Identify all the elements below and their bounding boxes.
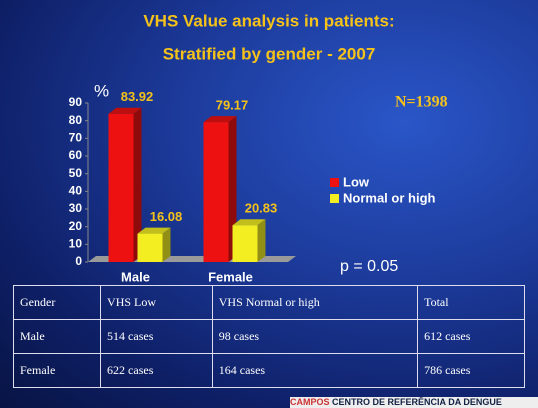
annotation: p = 0.05 [340, 258, 398, 275]
annotation: N=1398 [395, 94, 448, 111]
data-label: 83.92 [121, 89, 154, 104]
chart: VHS Value analysis in patients: Stratifi… [69, 11, 448, 284]
legend-label: Low [343, 174, 370, 189]
table-cell: 786 cases [417, 353, 525, 388]
table-cell: 622 cases [100, 353, 213, 388]
data-label: 79.17 [216, 98, 249, 113]
y-tick-label: 80 [69, 113, 83, 127]
table-cell: VHS Normal or high [211, 285, 419, 320]
table-cell: Total [417, 285, 525, 320]
legend-label: Normal or high [343, 190, 436, 205]
table-row: Gender VHS Low VHS Normal or high Total [12, 285, 525, 320]
table-cell: VHS Low [100, 285, 213, 320]
bar-top [232, 219, 266, 226]
y-tick-label: 40 [69, 184, 83, 198]
bar-side [133, 107, 142, 262]
y-axis-label: % [94, 81, 109, 100]
bar-side [162, 227, 171, 262]
table-row: Female 622 cases 164 cases 786 cases [12, 353, 525, 388]
footer-brand: CAMPOS [290, 397, 330, 407]
bar [203, 122, 229, 263]
table-cell: 612 cases [417, 319, 525, 354]
x-tick-label: Female [208, 269, 253, 284]
data-label: 16.08 [150, 209, 183, 224]
y-tick-label: 70 [69, 131, 83, 145]
footer-text: CENTRO DE REFERÊNCIA DA DENGUE [332, 397, 502, 407]
y-tick-label: 90 [69, 95, 83, 109]
table-cell: Female [12, 353, 102, 388]
table-cell: 164 cases [211, 353, 419, 388]
table-cell: 514 cases [100, 319, 213, 354]
y-tick-label: 0 [75, 254, 82, 268]
bar-side [257, 219, 266, 262]
x-tick-label: Male [121, 269, 150, 284]
table-row: Male 514 cases 98 cases 612 cases [12, 319, 525, 354]
table-cell: Male [12, 319, 102, 354]
bar [108, 113, 134, 262]
data-table: Gender VHS Low VHS Normal or high Total Male… [12, 285, 525, 388]
y-tick-label: 10 [69, 237, 83, 251]
legend-swatch [330, 194, 339, 203]
table-cell: 98 cases [211, 319, 419, 354]
bar [232, 225, 258, 262]
data-label: 20.83 [245, 201, 278, 216]
bar-top [137, 227, 171, 234]
bar-top [203, 116, 237, 123]
y-tick-label: 30 [69, 201, 83, 215]
bar [137, 233, 163, 262]
y-tick-label: 50 [69, 166, 83, 180]
legend-swatch [330, 178, 339, 187]
footer: CAMPOS CENTRO DE REFERÊNCIA DA DENGUE [290, 397, 538, 408]
y-tick-label: 60 [69, 148, 83, 162]
chart-subtitle: Stratified by gender - 2007 [163, 44, 376, 63]
bar-top [108, 107, 142, 114]
y-tick-label: 20 [69, 219, 83, 233]
table-cell: Gender [12, 285, 102, 320]
chart-title: VHS Value analysis in patients: [143, 11, 394, 30]
